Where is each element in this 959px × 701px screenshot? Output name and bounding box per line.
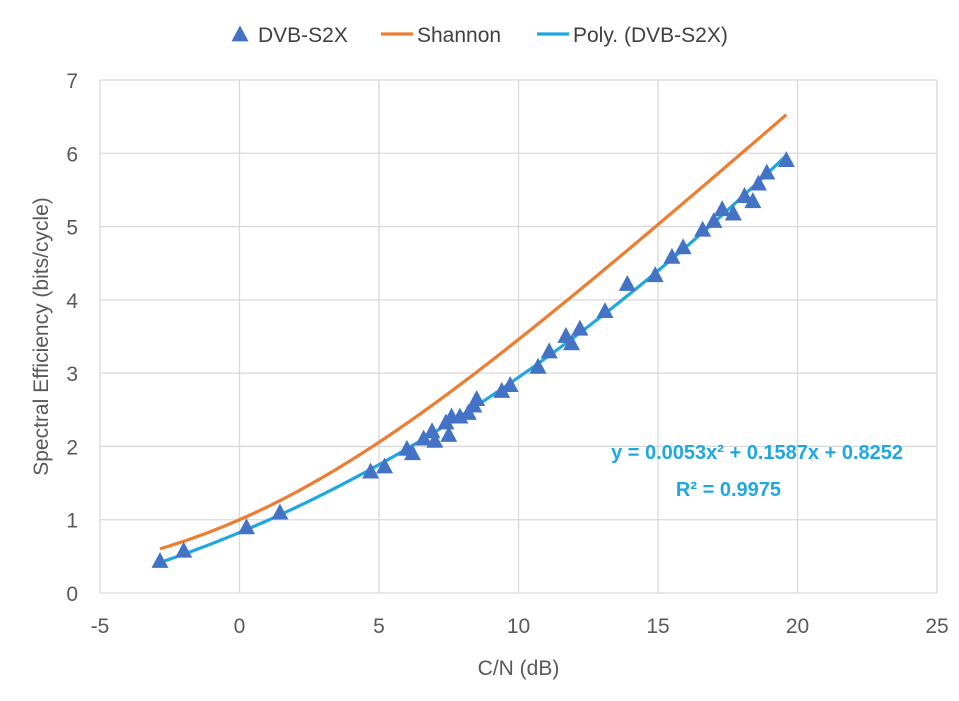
dvb-s2x-point — [618, 274, 636, 291]
grid — [99, 79, 938, 594]
y-tick-label: 6 — [66, 143, 78, 166]
dvb-s2x-point — [646, 266, 664, 283]
dvb-s2x-point — [468, 390, 486, 406]
axes: -5 0 5 10 15 20 25 0 1 2 3 4 5 6 7 — [66, 70, 948, 638]
legend-label-dvb-s2x: DVB-S2X — [258, 24, 348, 47]
legend: DVB-S2X Shannon Poly. (DVB-S2X) — [231, 24, 728, 47]
dvb-s2x-point — [735, 187, 753, 203]
dvb-s2x-point — [415, 429, 433, 446]
legend-label-poly: Poly. (DVB-S2X) — [573, 24, 728, 47]
trendline-r-squared: R² = 0.9975 — [676, 479, 781, 501]
trendline-annotation: y = 0.0053x² + 0.1587x + 0.8252 R² = 0.9… — [611, 442, 903, 501]
dvb-s2x-point — [151, 552, 169, 568]
dvb-s2x-point — [705, 211, 723, 228]
poly-trendline — [159, 154, 788, 565]
dvb-s2x-point — [440, 425, 458, 442]
dvb-s2x-point — [674, 238, 692, 255]
dvb-s2x-point — [426, 431, 444, 448]
dvb-s2x-point — [663, 247, 681, 264]
dvb-s2x-point — [493, 381, 511, 398]
x-tick-label: 10 — [507, 615, 530, 638]
legend-marker-dvb-s2x — [231, 25, 249, 42]
dvb-s2x-point — [744, 192, 762, 209]
dvb-s2x-point — [563, 334, 581, 351]
y-tick-label: 2 — [66, 436, 78, 459]
x-axis-title: C/N (dB) — [478, 657, 560, 680]
y-tick-label: 5 — [66, 217, 78, 240]
y-tick-label: 1 — [66, 510, 78, 533]
x-tick-label: 0 — [234, 615, 246, 638]
y-tick-label: 4 — [66, 290, 78, 313]
y-tick-label: 7 — [66, 70, 78, 93]
dvb-s2x-point — [529, 357, 547, 374]
dvb-s2x-point — [403, 444, 421, 461]
dvb-s2x-point — [501, 376, 519, 393]
y-tick-label: 3 — [66, 363, 78, 386]
dvb-s2x-point — [271, 503, 289, 520]
dvb-s2x-point — [713, 200, 731, 217]
dvb-s2x-point — [758, 163, 776, 180]
dvb-s2x-point — [777, 151, 795, 168]
x-tick-label: 5 — [373, 615, 385, 638]
dvb-s2x-point — [376, 457, 394, 474]
dvb-s2x-point — [749, 174, 767, 191]
dvb-s2x-point — [540, 342, 558, 359]
shannon-line — [159, 113, 788, 551]
trendline-equation: y = 0.0053x² + 0.1587x + 0.8252 — [611, 442, 903, 464]
dvb-s2x-point — [596, 302, 614, 319]
dvb-s2x-point — [362, 462, 380, 479]
dvb-s2x-point — [237, 518, 255, 535]
dvb-s2x-point — [571, 319, 589, 336]
x-tick-label: 25 — [925, 615, 948, 638]
legend-label-shannon: Shannon — [417, 24, 501, 47]
y-axis-title: Spectral Efficiency (bits/cycle) — [30, 197, 53, 476]
dvb-s2x-point — [694, 220, 712, 237]
plot-area — [151, 113, 795, 568]
dvb-s2x-point — [724, 204, 742, 221]
dvb-s2x-point — [175, 541, 193, 558]
x-tick-label: -5 — [91, 615, 110, 638]
dvb-s2x-point — [423, 422, 441, 439]
x-tick-label: 15 — [646, 615, 669, 638]
x-tick-label: 20 — [786, 615, 809, 638]
y-tick-label: 0 — [66, 583, 78, 606]
